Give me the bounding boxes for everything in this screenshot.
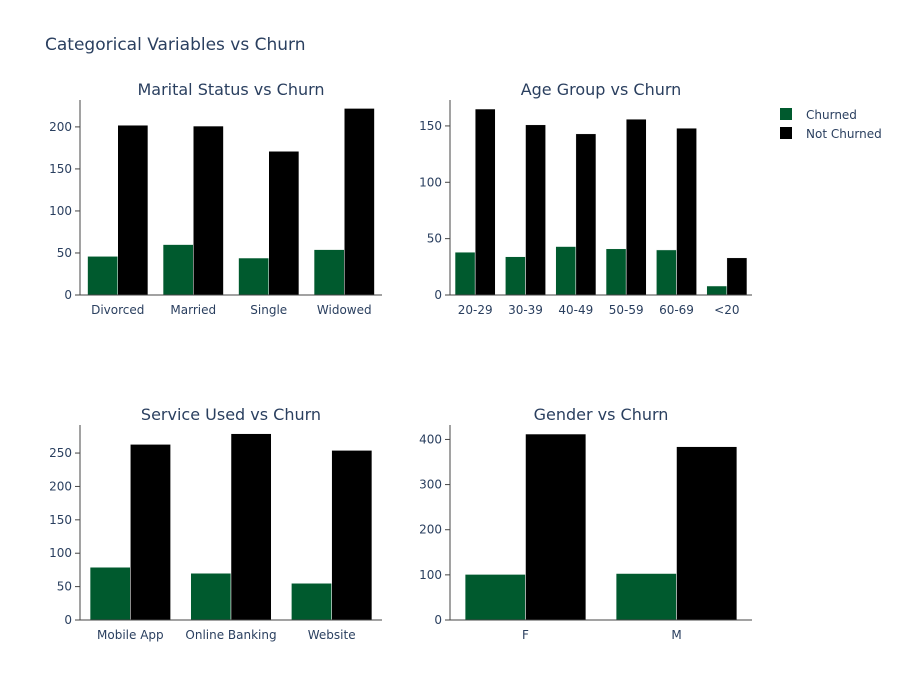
bar-churned-20[interactable] <box>706 285 728 296</box>
bar-churned-mobile-app[interactable] <box>89 566 131 621</box>
subplot-title: Gender vs Churn <box>534 405 669 424</box>
y-tick-label: 0 <box>434 613 442 627</box>
y-tick-label: 100 <box>419 568 442 582</box>
subplot-title: Marital Status vs Churn <box>137 80 324 99</box>
bar-churned-widowed[interactable] <box>313 249 345 296</box>
bar-churned-m[interactable] <box>615 573 677 621</box>
y-tick-label: 250 <box>49 446 72 460</box>
bar-not-churned-online-banking[interactable] <box>230 433 272 621</box>
bar-churned-60-69[interactable] <box>656 249 677 296</box>
x-tick-label: 20-29 <box>458 303 493 317</box>
legend-item-not-churned[interactable]: Not Churned <box>780 127 882 141</box>
legend-swatch-churned <box>780 108 792 120</box>
bar-churned-single[interactable] <box>238 257 270 296</box>
y-tick-label: 50 <box>57 580 72 594</box>
y-tick-label: 150 <box>49 162 72 176</box>
bar-churned-divorced[interactable] <box>87 256 119 296</box>
y-tick-label: 100 <box>49 546 72 560</box>
x-tick-label: Website <box>308 628 356 642</box>
y-tick-label: 100 <box>49 204 72 218</box>
y-tick-label: 200 <box>49 479 72 493</box>
y-tick-label: 100 <box>419 175 442 189</box>
y-tick-label: 300 <box>419 478 442 492</box>
legend-label-not-churned: Not Churned <box>806 127 882 141</box>
bar-not-churned-f[interactable] <box>525 433 587 621</box>
y-tick-label: 50 <box>57 246 72 260</box>
x-tick-label: Married <box>170 303 216 317</box>
chart-marital-status: Marital Status vs Churn 0 50 100 150 200 Divor… <box>49 80 382 317</box>
bar-churned-website[interactable] <box>291 583 332 621</box>
x-tick-label: Mobile App <box>97 628 164 642</box>
y-tick-label: 50 <box>427 232 442 246</box>
bar-churned-married[interactable] <box>162 244 194 296</box>
y-tick-label: 0 <box>434 288 442 302</box>
chart-service-used: Service Used vs Churn 0 50 100 150 200 250 Mobi… <box>49 405 382 642</box>
y-tick-label: 400 <box>419 432 442 446</box>
x-tick-label: Divorced <box>91 303 144 317</box>
bar-churned-30-39[interactable] <box>505 256 526 296</box>
x-tick-label: Online Banking <box>185 628 276 642</box>
figure-title: Categorical Variables vs Churn <box>45 35 306 55</box>
bar-churned-50-59[interactable] <box>605 248 627 296</box>
x-tick-label: F <box>522 628 529 642</box>
x-tick-label: 40-49 <box>558 303 593 317</box>
legend: Churned Not Churned <box>780 108 882 141</box>
y-tick-label: 200 <box>49 120 72 134</box>
bar-not-churned-divorced[interactable] <box>117 124 149 296</box>
subplot-title: Service Used vs Churn <box>141 405 321 424</box>
bar-churned-online-banking[interactable] <box>190 573 232 621</box>
chart-age-group: Age Group vs Churn 0 50 100 150 20-29 30-39 40-… <box>419 80 752 317</box>
x-tick-label: M <box>671 628 681 642</box>
bar-not-churned-m[interactable] <box>676 446 738 621</box>
x-tick-label: Single <box>250 303 287 317</box>
x-tick-label: 60-69 <box>659 303 694 317</box>
bar-not-churned-30-39[interactable] <box>525 124 546 296</box>
y-tick-label: 150 <box>419 119 442 133</box>
bar-not-churned-single[interactable] <box>268 151 300 296</box>
bar-not-churned-40-49[interactable] <box>575 133 597 296</box>
y-tick-label: 0 <box>64 613 72 627</box>
chart-gender: Gender vs Churn 0 100 200 300 400 F M <box>419 405 752 642</box>
bar-churned-f[interactable] <box>464 574 526 621</box>
x-tick-label: <20 <box>714 303 739 317</box>
x-tick-label: 30-39 <box>508 303 543 317</box>
bar-not-churned-widowed[interactable] <box>344 108 375 296</box>
bar-not-churned-20[interactable] <box>726 257 748 296</box>
x-tick-label: 50-59 <box>609 303 644 317</box>
bar-not-churned-20-29[interactable] <box>474 108 496 296</box>
bar-not-churned-website[interactable] <box>331 450 373 621</box>
subplot-title: Age Group vs Churn <box>521 80 682 99</box>
bar-not-churned-married[interactable] <box>193 125 224 296</box>
y-tick-label: 200 <box>419 523 442 537</box>
bar-not-churned-50-59[interactable] <box>625 118 647 296</box>
legend-label-churned: Churned <box>806 108 857 122</box>
y-tick-label: 0 <box>64 288 72 302</box>
legend-item-churned[interactable]: Churned <box>780 108 857 122</box>
x-tick-label: Widowed <box>317 303 372 317</box>
bar-churned-20-29[interactable] <box>454 251 476 296</box>
bar-churned-40-49[interactable] <box>555 246 577 296</box>
bar-not-churned-60-69[interactable] <box>676 127 697 296</box>
y-tick-label: 150 <box>49 513 72 527</box>
bar-not-churned-mobile-app[interactable] <box>130 444 171 621</box>
legend-swatch-not-churned <box>780 127 792 139</box>
